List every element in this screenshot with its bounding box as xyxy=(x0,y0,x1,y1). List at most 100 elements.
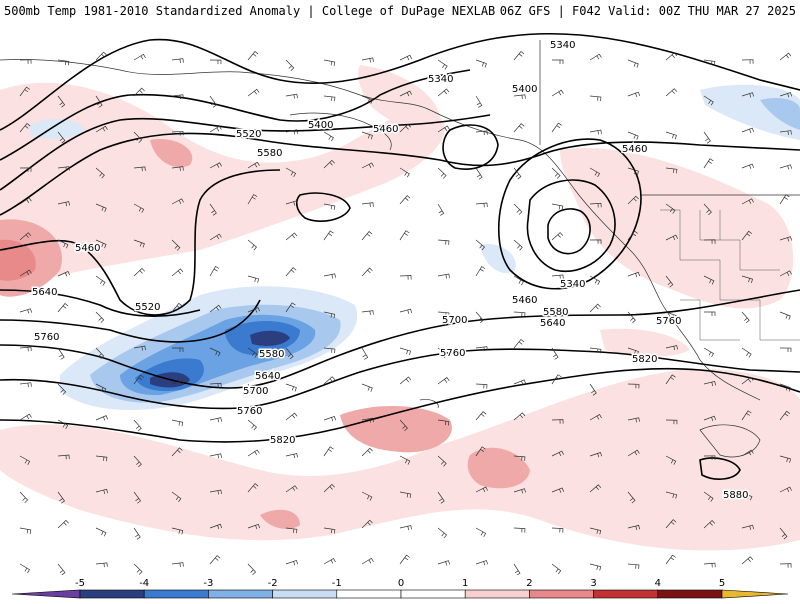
wind-barb xyxy=(95,415,109,421)
wind-barb xyxy=(209,555,221,565)
contour-label: 5580 xyxy=(257,148,282,159)
wind-barb xyxy=(589,202,602,208)
wind-barb xyxy=(627,524,640,531)
wind-barb xyxy=(437,167,447,179)
wind-barb xyxy=(399,376,412,385)
wind-barb xyxy=(703,275,715,285)
wind-barb xyxy=(209,417,222,423)
contour-label: 5460 xyxy=(512,295,537,306)
wind-barb xyxy=(323,347,336,354)
wind-barb xyxy=(133,455,142,468)
wind-barb xyxy=(171,527,184,535)
legend-tick-label: -4 xyxy=(139,578,149,589)
wind-barb xyxy=(133,267,145,277)
contour-label: 5880 xyxy=(723,490,748,501)
anomaly-map[interactable]: 5340 5340 5340 5400 5400 5460 5460 5460 … xyxy=(0,22,800,575)
wind-barb xyxy=(399,525,412,531)
wind-barb xyxy=(247,419,257,431)
wind-barb xyxy=(323,416,337,422)
wind-barb xyxy=(171,268,184,277)
wind-barb xyxy=(741,524,754,530)
wind-barb xyxy=(437,491,445,504)
wind-barb xyxy=(209,125,222,133)
wind-barb xyxy=(513,239,523,251)
wind-barb xyxy=(589,414,602,421)
wind-barb xyxy=(247,563,257,575)
wind-barb xyxy=(323,557,336,565)
contour-label: 5640 xyxy=(255,371,280,382)
wind-barb xyxy=(133,563,143,575)
wind-barb xyxy=(285,383,297,392)
wind-barb xyxy=(513,412,526,421)
wind-barb xyxy=(589,167,601,178)
wind-barb xyxy=(361,162,374,169)
legend-color-segment xyxy=(529,589,594,599)
wind-barb xyxy=(19,455,31,465)
contour-label: 5760 xyxy=(656,316,681,327)
wind-barb xyxy=(285,485,298,493)
legend-tick-label: 0 xyxy=(398,578,404,589)
wind-barb xyxy=(551,274,564,280)
wind-barb xyxy=(513,338,525,349)
wind-barb xyxy=(57,519,69,529)
wind-barb xyxy=(589,527,602,535)
wind-barb xyxy=(665,88,678,97)
wind-barb xyxy=(437,377,450,385)
wind-barb xyxy=(361,310,374,316)
wind-barb xyxy=(361,267,373,277)
wind-barb xyxy=(171,491,182,502)
wind-barb xyxy=(209,266,220,277)
wind-barb xyxy=(323,527,336,534)
wind-barb xyxy=(95,527,107,537)
wind-barb xyxy=(285,302,296,313)
contour-label: 5700 xyxy=(243,386,268,397)
wind-barb xyxy=(361,231,373,241)
contour-label: 5640 xyxy=(540,318,565,329)
wind-barb xyxy=(247,449,260,457)
wind-barbs xyxy=(19,50,793,575)
wind-barb xyxy=(19,59,32,64)
wind-barb xyxy=(247,483,259,493)
wind-barb xyxy=(513,123,525,133)
wind-barb xyxy=(589,95,602,102)
wind-barb xyxy=(437,59,448,70)
wind-barb xyxy=(209,523,223,530)
wind-barb xyxy=(171,447,183,457)
legend-tick-label: 3 xyxy=(590,578,596,589)
contour-label: 5760 xyxy=(440,348,465,359)
wind-barb xyxy=(551,563,562,575)
wind-barb xyxy=(171,130,184,136)
wind-barb xyxy=(437,273,450,279)
wind-barb xyxy=(285,93,298,99)
wind-barb xyxy=(589,239,602,244)
wind-barb xyxy=(627,91,641,98)
wind-barb xyxy=(741,347,752,358)
wind-barb xyxy=(779,563,792,568)
wind-barb xyxy=(133,53,146,61)
legend-color-segment xyxy=(721,589,789,599)
wind-barb xyxy=(703,131,711,144)
wind-barb xyxy=(133,203,145,213)
wind-barb xyxy=(133,87,145,97)
wind-barb xyxy=(513,50,525,61)
wind-barb xyxy=(703,203,712,216)
wind-barb xyxy=(247,523,261,530)
wind-barb xyxy=(513,311,526,317)
wind-barb xyxy=(247,307,261,313)
contour-label: 5820 xyxy=(632,354,657,365)
wind-barb xyxy=(741,198,754,205)
contour-label: 5460 xyxy=(622,144,647,155)
wind-barb xyxy=(19,123,31,133)
wind-barb xyxy=(551,122,562,133)
legend-color-segment xyxy=(400,589,466,599)
wind-barb xyxy=(741,491,753,501)
contour-label: 5760 xyxy=(237,406,262,417)
wind-barb xyxy=(247,88,260,97)
map-title: 500mb Temp 1981-2010 Standardized Anomal… xyxy=(4,4,496,18)
wind-barb xyxy=(399,275,412,280)
wind-barb xyxy=(551,487,565,493)
wind-barb xyxy=(285,453,298,459)
wind-barb xyxy=(741,556,754,565)
wind-barb xyxy=(779,311,791,320)
wind-barb xyxy=(323,131,334,142)
